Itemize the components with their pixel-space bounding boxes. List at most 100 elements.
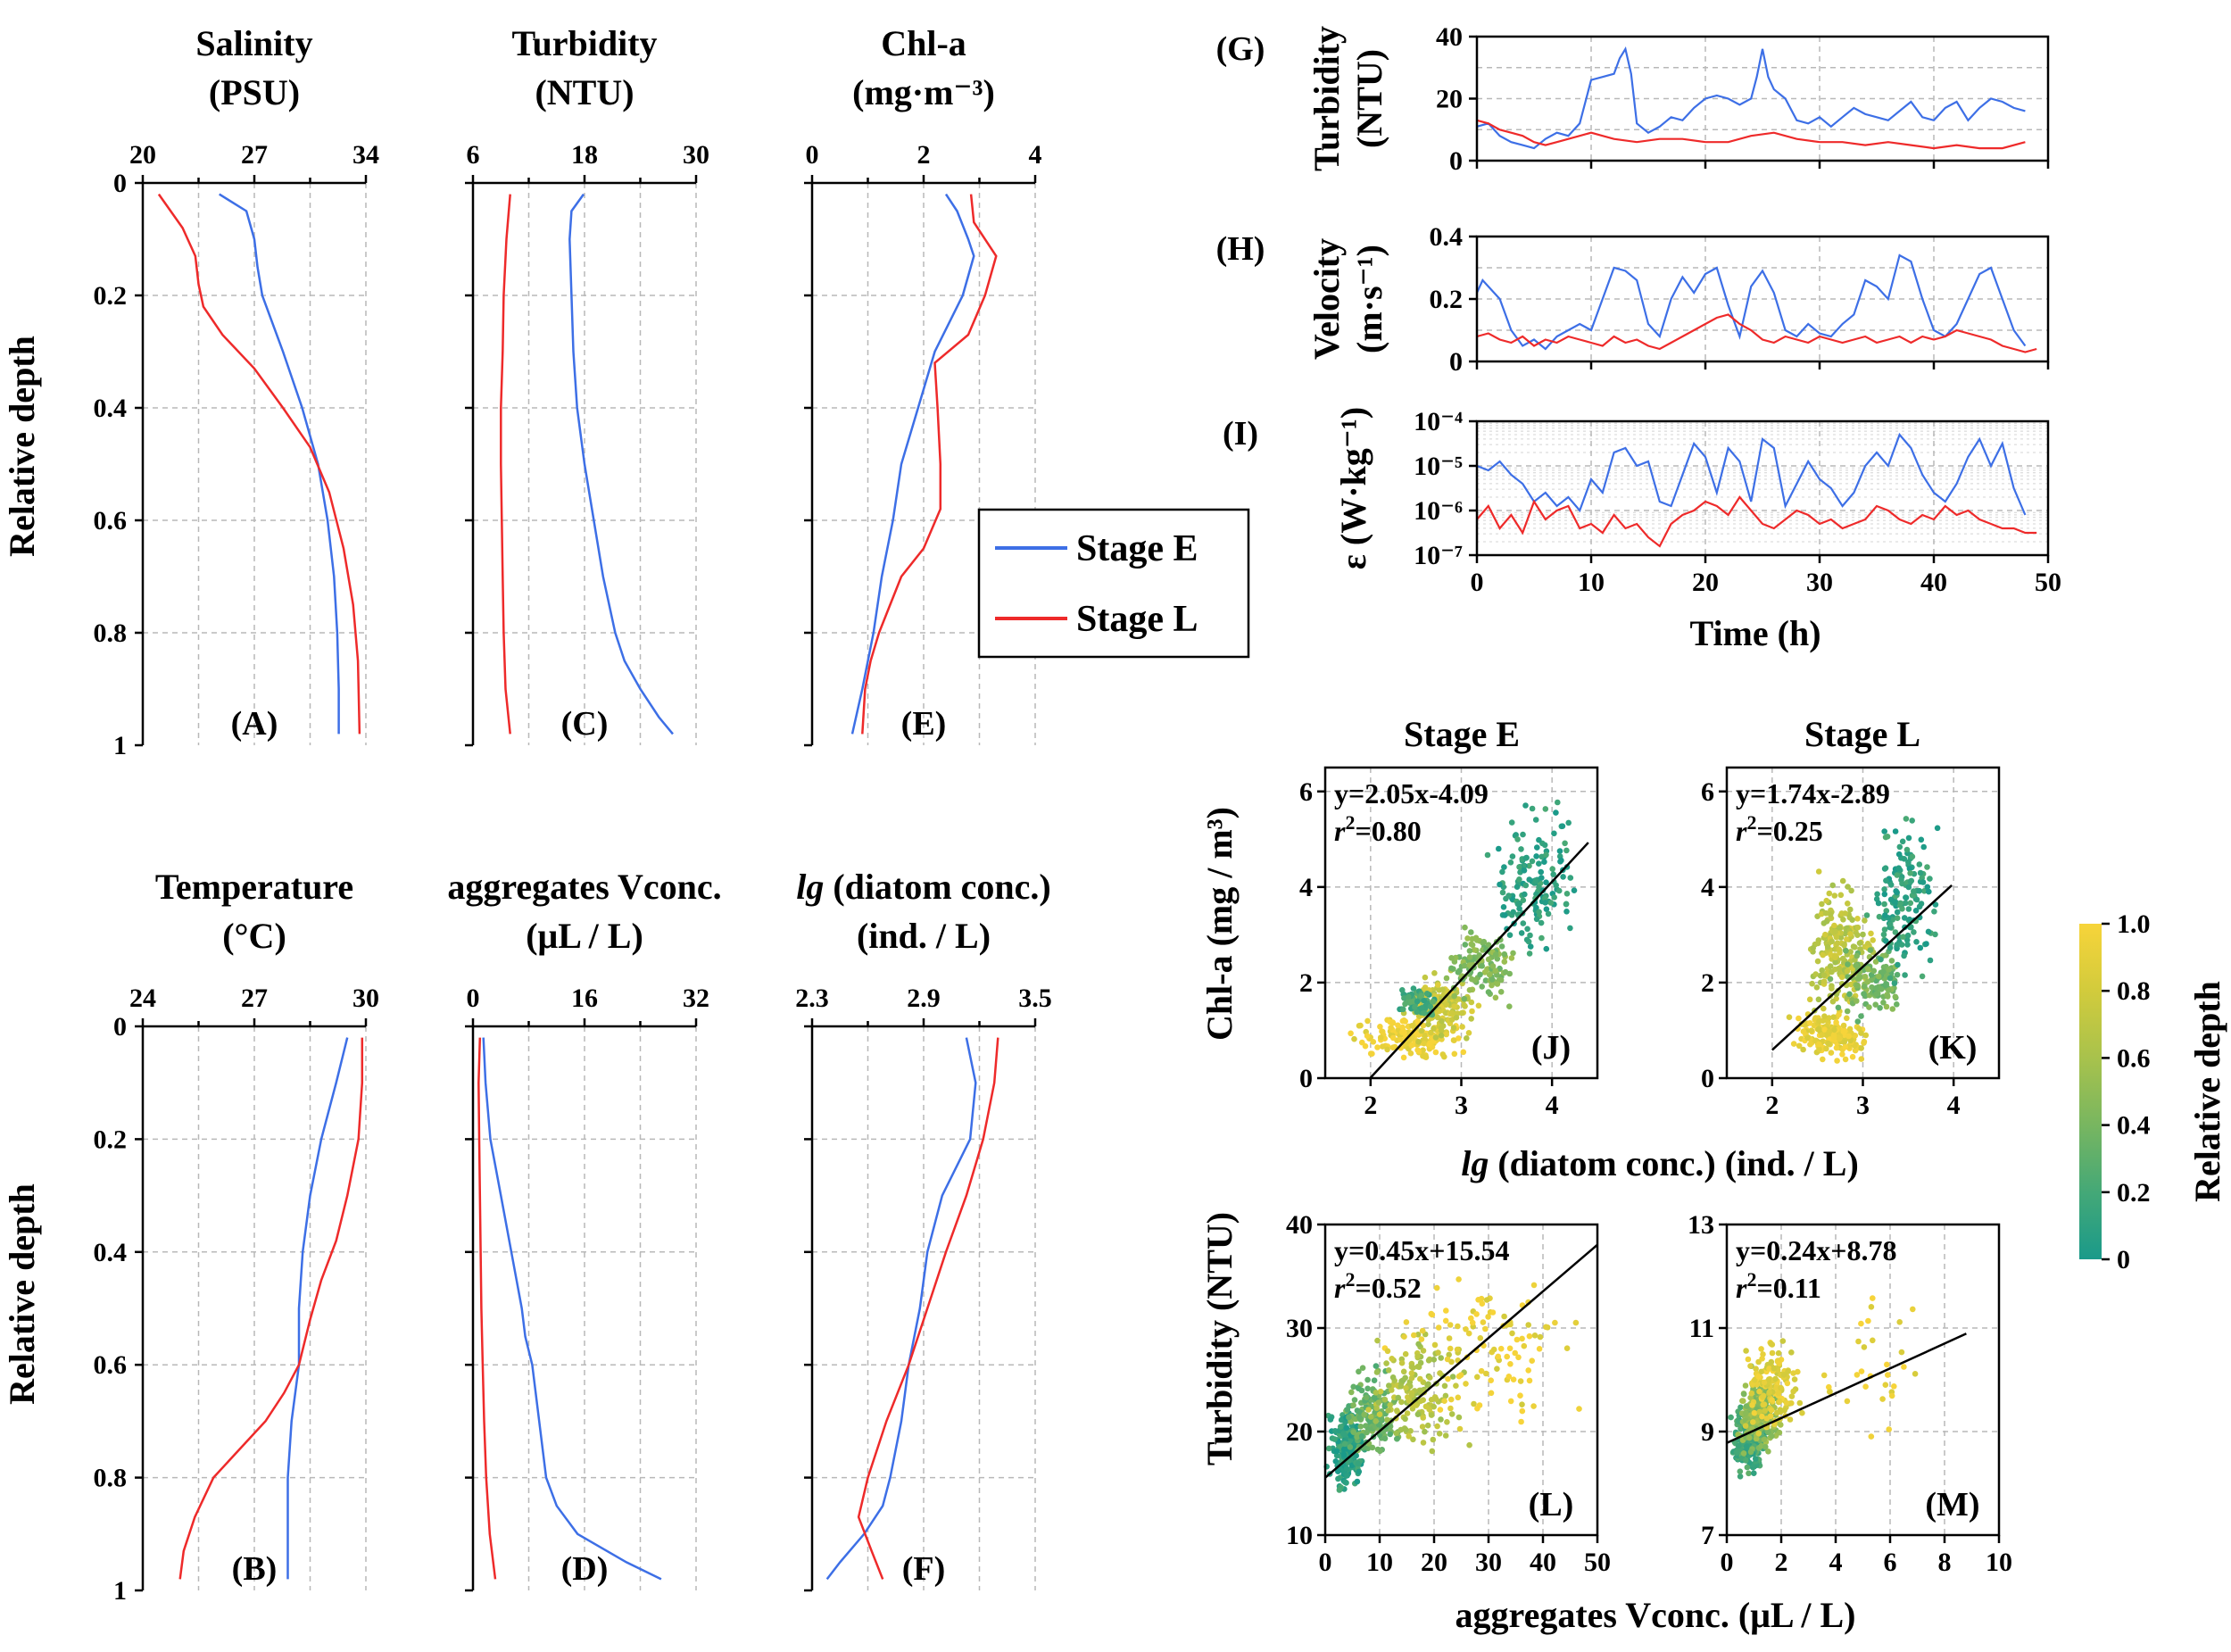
scatter-point [1923, 941, 1929, 947]
y-tick-label: 0.4 [1430, 222, 1464, 252]
scatter-point [1479, 1300, 1486, 1307]
scatter-point [1348, 1030, 1354, 1037]
r-italic: r [1334, 1272, 1346, 1304]
r-sup: 2 [1345, 1268, 1355, 1291]
scatter-point [1527, 932, 1533, 939]
scatter-point [1910, 1306, 1916, 1313]
scatter-point [1348, 1418, 1354, 1425]
panel-D: 0 16 32 aggregates Vconc. (μL / L) (D) [447, 867, 722, 1592]
scatter-point [1463, 1326, 1469, 1332]
scatter-point [1862, 984, 1868, 990]
scatter-point [1854, 1018, 1862, 1025]
x-tick-label: 0 [806, 140, 819, 170]
scatter-point [1860, 931, 1866, 938]
x-tick-label: 40 [1920, 568, 1947, 597]
scatter-point [1466, 948, 1473, 954]
series-line-stage-l [861, 194, 998, 735]
scatter-point [1451, 1003, 1457, 1009]
scatter-point [1814, 958, 1821, 965]
y-tick-label: 10 [1286, 1521, 1313, 1550]
scatter-point [1818, 910, 1825, 917]
panel-label: (L) [1529, 1486, 1574, 1523]
scatter-point [1831, 892, 1838, 899]
y-tick-label: 0.2 [94, 281, 128, 311]
scatter-point [1449, 1374, 1456, 1380]
scatter-point [1468, 929, 1474, 935]
scatter-point [1383, 1360, 1389, 1366]
scatter-point [1417, 1387, 1424, 1394]
scatter-point [1753, 1366, 1759, 1372]
scatter-point [1848, 887, 1854, 894]
scatter-point [1402, 1000, 1408, 1008]
scatter-point [1514, 1336, 1521, 1343]
scatter-point [1560, 874, 1566, 880]
scatter-point [1846, 1025, 1854, 1033]
x-tick-label: 0 [467, 984, 480, 1013]
scatter-point [1431, 1341, 1439, 1349]
scatter-point [1408, 1374, 1415, 1382]
scatter-point [1523, 854, 1530, 861]
scatter-point [1820, 1005, 1827, 1012]
panel-label: (M) [1925, 1486, 1979, 1523]
scatter-point [1892, 993, 1899, 1000]
scatter-point [1460, 1049, 1467, 1056]
scatter-point [1439, 1051, 1447, 1058]
scatter-point [1832, 954, 1838, 961]
scatter-point [1543, 1324, 1549, 1331]
scatter-point [1381, 1435, 1389, 1442]
scatter-point [1905, 884, 1912, 891]
y-tick-label: 0.8 [94, 1464, 128, 1493]
scatter-point [1364, 1385, 1371, 1392]
scatter-point [1826, 1383, 1832, 1391]
scatter-point [1428, 1029, 1434, 1036]
scatter-point [1356, 1385, 1362, 1391]
scatter-point [1389, 1019, 1397, 1026]
scatter-point [1447, 1345, 1454, 1352]
scatter-point [1526, 1377, 1533, 1384]
scatter-point [1559, 823, 1566, 829]
scatter-point [1479, 984, 1485, 990]
scatter-point [1837, 925, 1843, 931]
x-tick-label: 50 [1584, 1548, 1611, 1577]
scatter-point [1839, 1051, 1845, 1058]
scatter-point [1780, 1372, 1787, 1378]
scatter-point [1788, 1399, 1795, 1407]
scatter-point [1335, 1468, 1341, 1474]
scatter-point [1415, 1039, 1422, 1045]
scatter-point [1483, 1297, 1490, 1303]
scatter-point [1462, 962, 1468, 969]
scatter-point [1408, 1370, 1415, 1376]
scatter-point [1874, 891, 1880, 898]
scatter-point [1788, 1393, 1796, 1399]
scatter-point [1883, 877, 1889, 884]
scatter-point [1881, 901, 1887, 908]
y-axis-label: ε (W·kg⁻¹) [1333, 407, 1373, 569]
scatter-point [1895, 865, 1902, 871]
scatter-point [1829, 968, 1835, 975]
scatter-point [1895, 851, 1903, 858]
scatter-point [1844, 1398, 1851, 1405]
scatter-point [1443, 1031, 1449, 1038]
scatter-point [1815, 868, 1822, 875]
scatter-point [1865, 1317, 1871, 1324]
x-tick-label: 2 [917, 140, 931, 170]
series-line-stage-e [568, 193, 674, 735]
scatter-point [1879, 1396, 1886, 1402]
scatter-point [1829, 985, 1835, 992]
scatter-point [1421, 1040, 1428, 1047]
scatter-point [1844, 967, 1851, 975]
scatter-point [1443, 1307, 1449, 1314]
scatter-point [1420, 1415, 1426, 1421]
scatter-point [1365, 1407, 1372, 1413]
scatter-point [1765, 1376, 1772, 1382]
scatter-point [1829, 882, 1836, 889]
scatter-point [1796, 1399, 1804, 1407]
scatter-point [1776, 1429, 1783, 1436]
scatter-point [1497, 989, 1505, 995]
scatter-point [1917, 944, 1924, 951]
scatter-point [1829, 938, 1835, 945]
scatter-point [1367, 1414, 1374, 1420]
colorbar-tick-label: 0.2 [2117, 1178, 2151, 1208]
scatter-point [1845, 1033, 1852, 1040]
